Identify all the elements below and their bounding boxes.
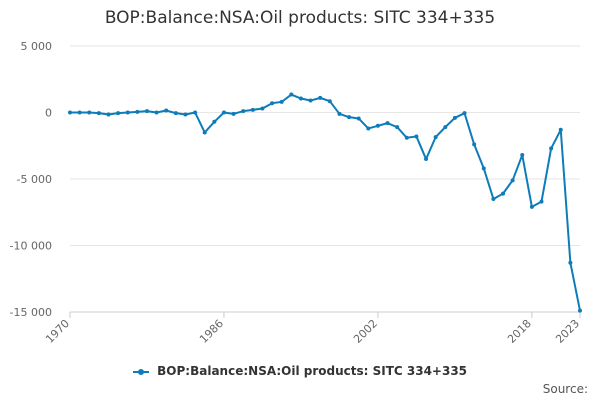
data-point	[106, 112, 111, 117]
data-point	[529, 204, 534, 209]
y-tick-label: -5 000	[17, 173, 52, 186]
data-point	[96, 111, 101, 116]
data-point	[366, 126, 371, 131]
data-point	[568, 260, 573, 265]
data-point	[452, 115, 457, 120]
data-point	[270, 101, 275, 106]
data-point	[164, 108, 169, 113]
data-point	[279, 99, 284, 104]
legend-line-marker-icon	[132, 367, 149, 377]
data-point	[375, 123, 380, 128]
data-point	[250, 107, 255, 112]
x-tick-label: 1986	[197, 317, 226, 346]
data-point	[154, 110, 159, 115]
data-point	[183, 112, 188, 117]
y-tick-label: -10 000	[10, 240, 52, 253]
data-point	[298, 96, 303, 101]
data-point	[491, 196, 496, 201]
data-point	[337, 111, 342, 116]
data-point	[414, 134, 419, 139]
data-point	[202, 130, 207, 135]
x-tick-label: 2018	[505, 317, 534, 346]
data-point	[135, 109, 140, 114]
data-point	[87, 110, 92, 115]
chart-title: BOP:Balance:NSA:Oil products: SITC 334+3…	[104, 8, 496, 28]
data-point	[510, 178, 515, 183]
data-point	[462, 111, 467, 116]
data-point	[472, 142, 477, 147]
data-point	[318, 95, 323, 100]
data-point	[404, 135, 409, 140]
data-point	[221, 110, 226, 115]
data-point	[193, 110, 198, 115]
x-tick-label: 1970	[43, 317, 72, 346]
data-point	[481, 166, 486, 171]
data-point	[173, 111, 178, 116]
data-point	[241, 109, 246, 114]
data-point	[549, 146, 554, 151]
data-point	[433, 135, 438, 140]
data-point	[443, 125, 448, 130]
data-point	[424, 157, 429, 162]
data-point	[501, 191, 506, 196]
data-point	[125, 110, 130, 115]
data-point	[520, 153, 525, 158]
data-point	[116, 111, 121, 116]
data-point	[558, 127, 563, 132]
legend[interactable]: BOP:Balance:NSA:Oil products: SITC 334+3…	[0, 364, 600, 378]
x-tick-label: 2002	[351, 317, 380, 346]
series-layer	[68, 92, 582, 313]
y-tick-label: 0	[45, 107, 52, 120]
y-tick-label: 5 000	[21, 40, 53, 53]
y-tick-label: -15 000	[10, 306, 52, 319]
data-point	[289, 92, 294, 97]
data-point	[347, 115, 352, 120]
source-label: Source:	[542, 382, 588, 396]
grid-layer	[70, 45, 580, 313]
data-point	[260, 106, 265, 111]
data-point	[395, 125, 400, 130]
data-point	[539, 199, 544, 204]
data-point	[77, 110, 82, 115]
data-point	[231, 111, 236, 116]
data-point	[212, 119, 217, 124]
data-point	[327, 99, 332, 104]
data-point	[356, 116, 361, 121]
series-line	[69, 93, 581, 312]
data-point	[385, 121, 390, 126]
data-point	[68, 110, 72, 115]
legend-label: BOP:Balance:NSA:Oil products: SITC 334+3…	[157, 364, 468, 378]
x-tick-label: 2023	[553, 317, 582, 346]
data-point	[144, 109, 149, 114]
data-point	[308, 98, 313, 103]
data-point	[578, 308, 582, 313]
